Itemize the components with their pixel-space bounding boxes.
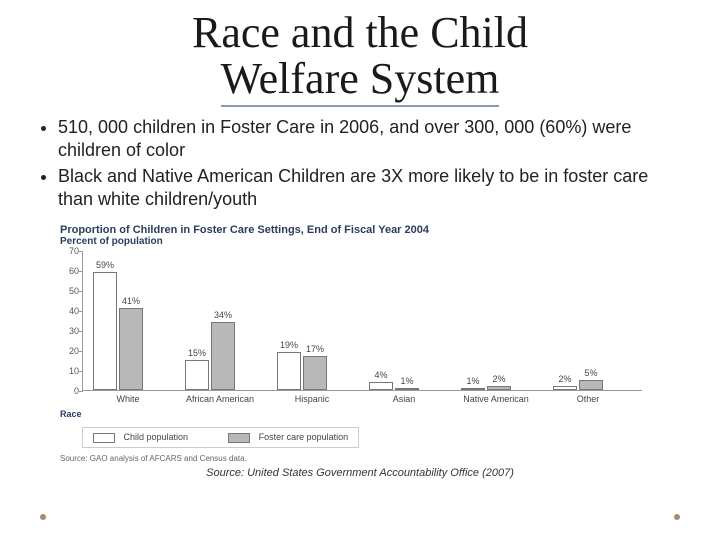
bar [277, 352, 301, 390]
y-tick: 50 [61, 286, 79, 296]
y-tick: 60 [61, 266, 79, 276]
bullet-item: 510, 000 children in Foster Care in 2006… [58, 116, 680, 161]
bar [395, 388, 419, 390]
bar-value-label: 15% [182, 348, 212, 358]
decor-dot-icon [674, 514, 680, 520]
bar-value-label: 59% [90, 260, 120, 270]
legend-item: Child population [93, 432, 188, 443]
bar [487, 386, 511, 390]
legend-label: Child population [124, 432, 189, 442]
bar-value-label: 34% [208, 310, 238, 320]
legend-swatch [93, 433, 115, 443]
x-category-label: African American [185, 394, 255, 404]
bar [211, 322, 235, 390]
bar-value-label: 41% [116, 296, 146, 306]
title-line-2: Welfare System [221, 54, 500, 107]
chart-title: Proportion of Children in Foster Care Se… [60, 224, 660, 236]
slide-title: Race and the Child Welfare System [0, 0, 720, 102]
legend-swatch [228, 433, 250, 443]
legend-label: Foster care population [259, 432, 349, 442]
chart-legend: Child population Foster care population [82, 427, 359, 448]
y-tick: 20 [61, 346, 79, 356]
x-category-label: Hispanic [277, 394, 347, 404]
bullet-item: Black and Native American Children are 3… [58, 165, 680, 210]
title-line-1: Race and the Child [192, 8, 528, 57]
bar-value-label: 17% [300, 344, 330, 354]
x-axis-label: Race [60, 409, 660, 419]
legend-item: Foster care population [228, 432, 348, 443]
bar [553, 386, 577, 390]
y-tick: 70 [61, 246, 79, 256]
x-category-label: Other [553, 394, 623, 404]
chart-subtitle: Percent of population [60, 236, 660, 247]
bar-value-label: 5% [576, 368, 606, 378]
y-tick: 40 [61, 306, 79, 316]
y-tick: 30 [61, 326, 79, 336]
x-category-label: Asian [369, 394, 439, 404]
y-tick: 0 [61, 386, 79, 396]
bar [93, 272, 117, 390]
chart-container: Proportion of Children in Foster Care Se… [60, 224, 660, 479]
x-category-label: Native American [461, 394, 531, 404]
bar [185, 360, 209, 390]
bar-value-label: 1% [392, 376, 422, 386]
bar [369, 382, 393, 390]
x-category-label: White [93, 394, 163, 404]
chart-source-citation: Source: United States Government Account… [60, 467, 660, 479]
chart-plot-area: 01020304050607059%41%White15%34%African … [82, 251, 642, 391]
bar [303, 356, 327, 390]
decor-dot-icon [40, 514, 46, 520]
y-tick: 10 [61, 366, 79, 376]
bar [461, 388, 485, 390]
bar-value-label: 2% [484, 374, 514, 384]
chart-source-note: Source: GAO analysis of AFCARS and Censu… [60, 454, 660, 463]
bar [579, 380, 603, 390]
bullet-list: 510, 000 children in Foster Care in 2006… [40, 116, 680, 210]
bar [119, 308, 143, 390]
